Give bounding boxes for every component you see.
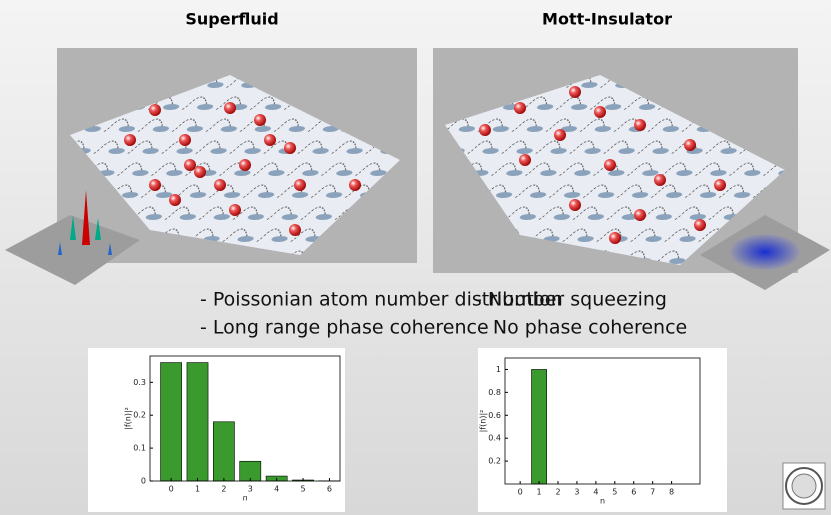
x-tick-label: 0 (169, 485, 174, 494)
x-axis-label: n (242, 494, 247, 503)
superfluid-lattice-image (57, 48, 417, 263)
y-tick-label: 0.6 (488, 411, 501, 420)
heading: Mott-Insulator (542, 10, 672, 29)
bullet: - No phase coherence (480, 317, 687, 339)
x-tick-label: 7 (650, 488, 655, 497)
bar (160, 362, 182, 482)
bullet: - Long range phase coherence (200, 317, 489, 339)
heading: Superfluid (185, 10, 278, 29)
x-tick-label: 5 (301, 485, 306, 494)
x-tick-label: 6 (327, 485, 332, 494)
incoherent-image (700, 215, 830, 290)
x-tick-label: 4 (274, 485, 279, 494)
x-tick-label: 2 (221, 485, 226, 494)
y-tick-label: 0.2 (133, 411, 146, 420)
y-tick-label: 0.8 (488, 388, 501, 397)
plot-frame (149, 355, 341, 482)
x-tick-label: 3 (574, 488, 579, 497)
y-axis-label: |f(n)|² (124, 407, 133, 430)
x-tick-label: 8 (669, 488, 674, 497)
y-tick-label: 0.3 (133, 378, 146, 387)
y-tick-label: 0.4 (488, 434, 501, 443)
bar (186, 362, 209, 482)
x-tick-label: 5 (612, 488, 617, 497)
bullet: - Number squeezing (475, 289, 667, 311)
institute-logo (782, 462, 826, 510)
x-tick-label: 2 (555, 488, 560, 497)
y-tick-label: 0.1 (133, 444, 146, 453)
y-tick-label: 0.2 (488, 457, 501, 466)
y-tick-label: 0 (141, 477, 146, 486)
x-axis-label: n (600, 497, 605, 506)
chart-panel (478, 348, 727, 512)
bar (531, 369, 547, 485)
plot-frame (504, 357, 701, 485)
x-tick-label: 1 (537, 488, 542, 497)
y-tick-label: 1 (496, 365, 501, 374)
bullet: - Poissonian atom number distribution (200, 289, 563, 311)
x-tick-label: 4 (593, 488, 598, 497)
x-tick-label: 0 (518, 488, 523, 497)
x-tick-label: 1 (195, 485, 200, 494)
x-tick-label: 6 (631, 488, 636, 497)
y-axis-label: |f(n)|² (479, 410, 488, 433)
bar (213, 421, 235, 482)
x-tick-label: 3 (248, 485, 253, 494)
interference-peaks-image (5, 190, 140, 285)
